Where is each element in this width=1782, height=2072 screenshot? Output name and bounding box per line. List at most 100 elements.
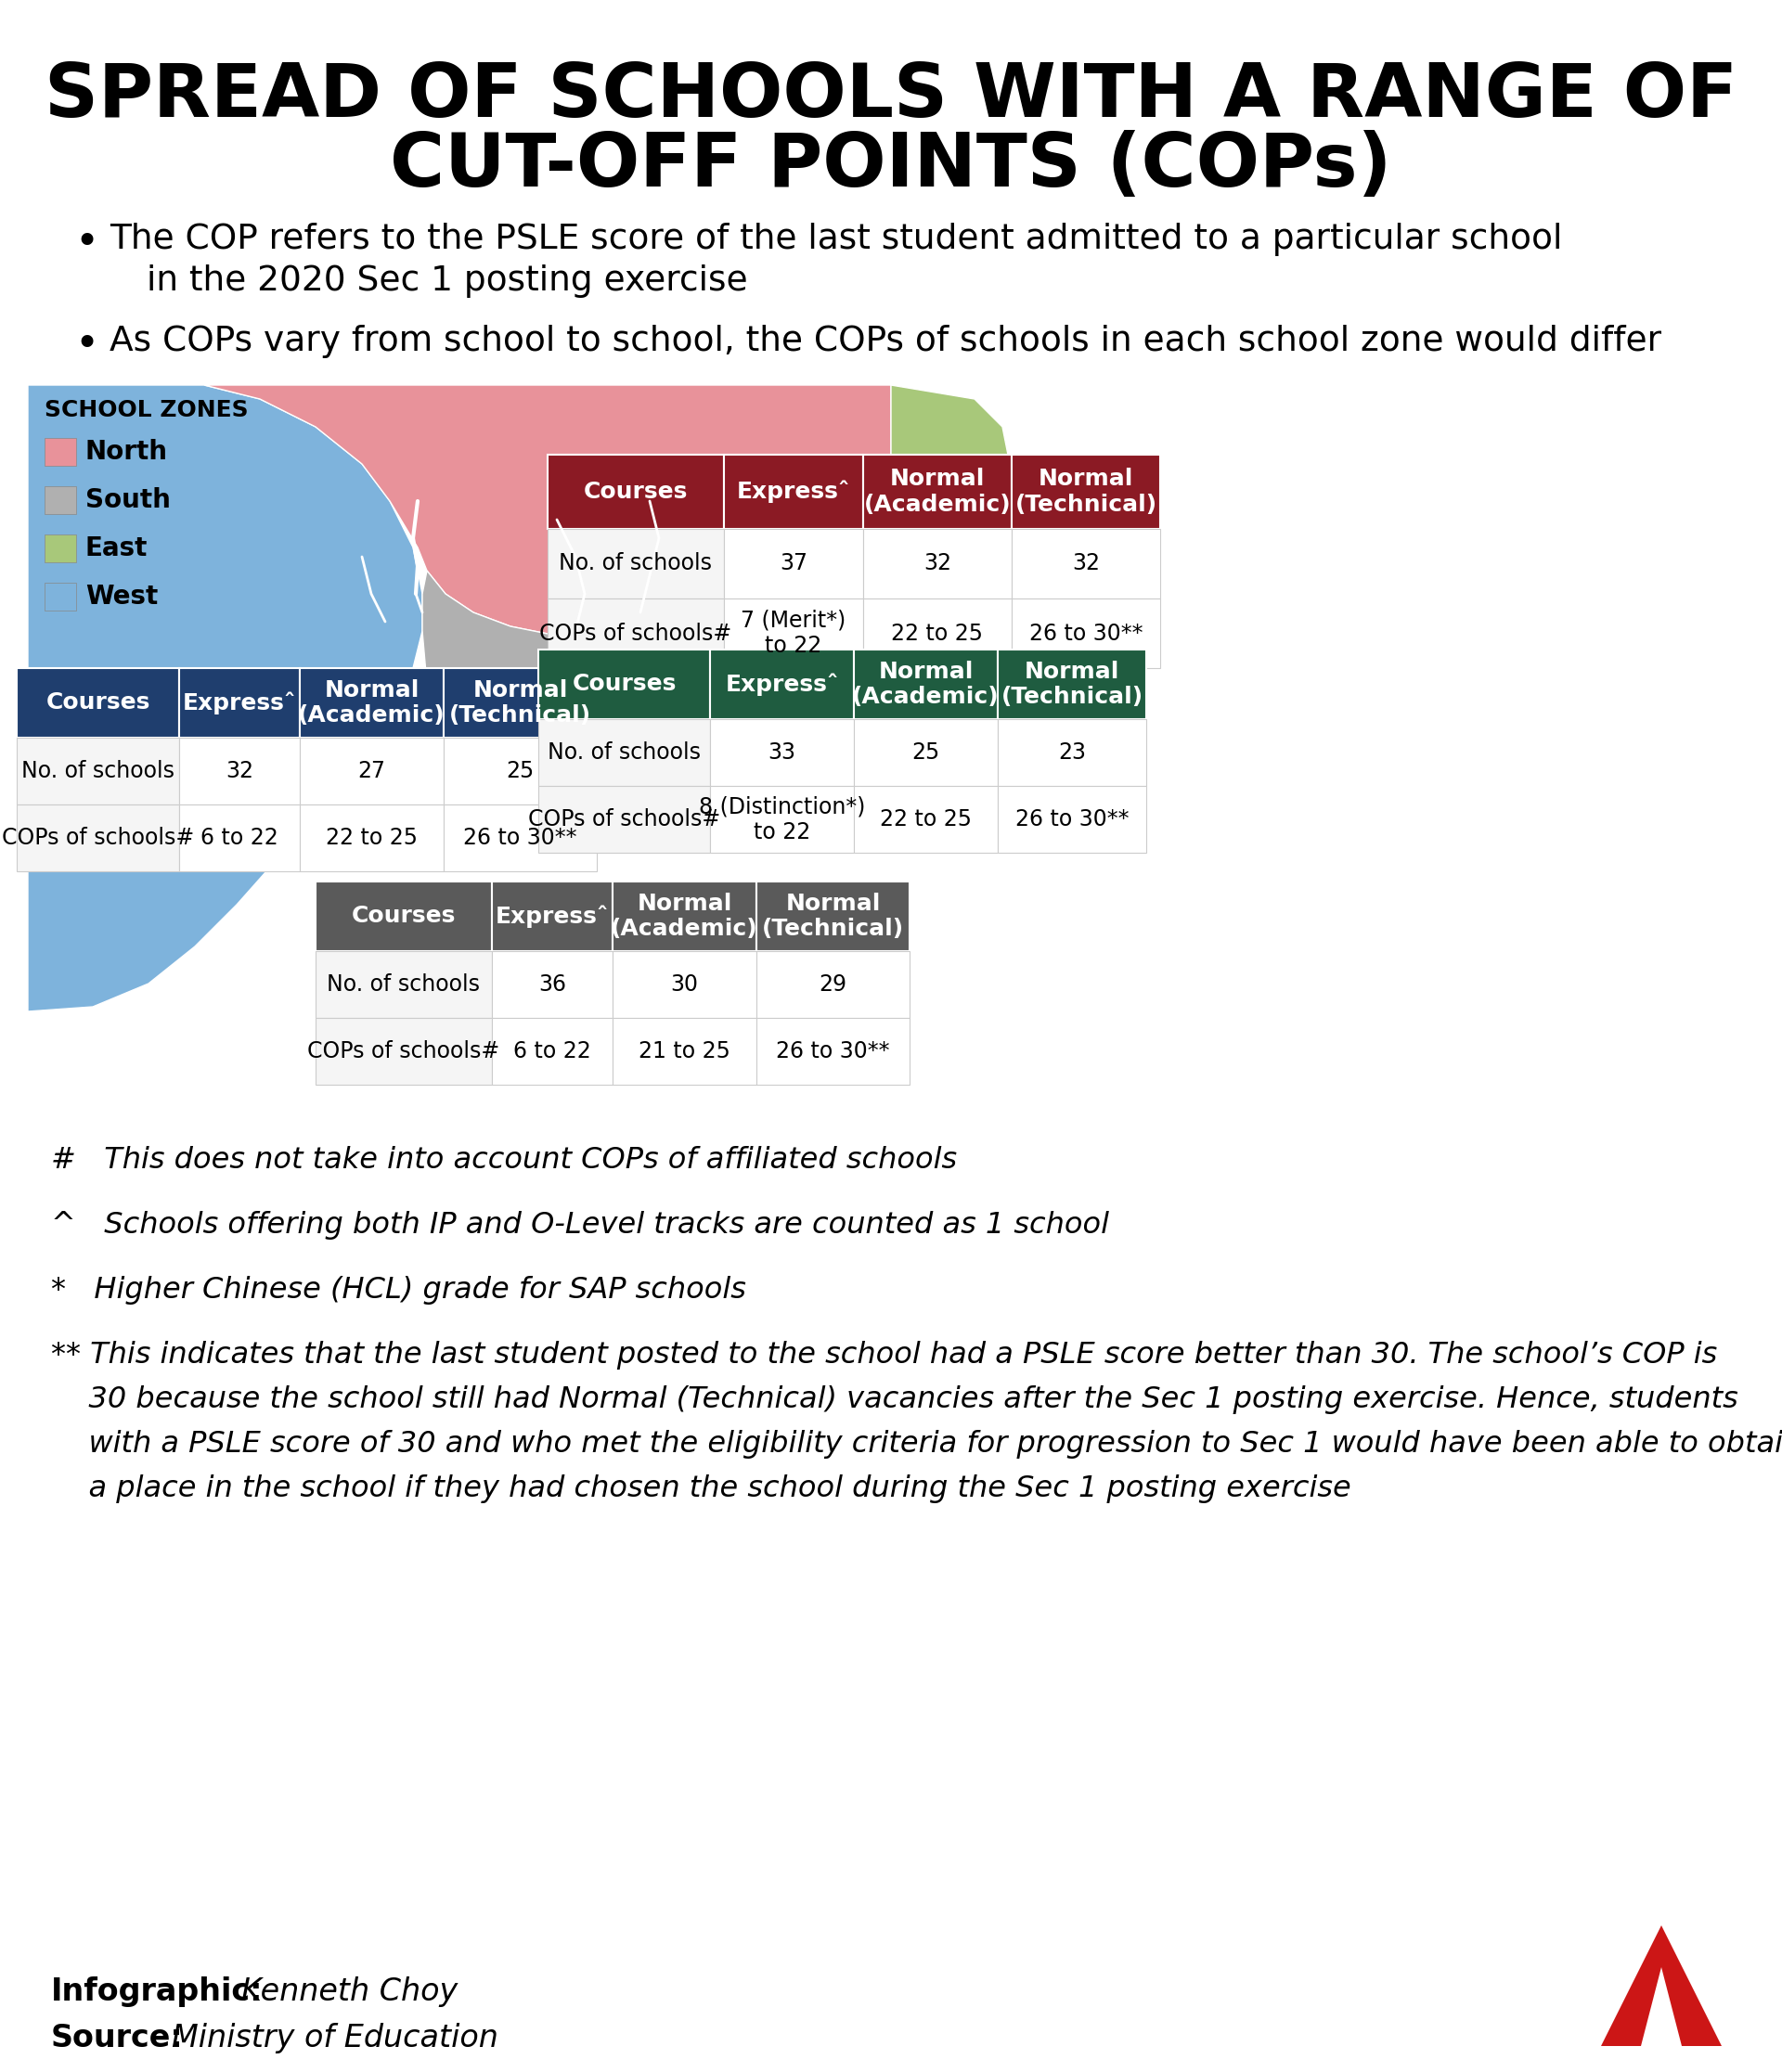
FancyBboxPatch shape bbox=[16, 804, 180, 872]
Text: #   This does not take into account COPs of affiliated schools: # This does not take into account COPs o… bbox=[52, 1146, 957, 1175]
Polygon shape bbox=[29, 385, 422, 1011]
Text: Expressˆ: Expressˆ bbox=[495, 905, 609, 928]
Text: Kenneth Choy: Kenneth Choy bbox=[241, 1977, 458, 2008]
Text: COPs of schools#: COPs of schools# bbox=[527, 808, 720, 831]
Text: ** This indicates that the last student posted to the school had a PSLE score be: ** This indicates that the last student … bbox=[52, 1341, 1718, 1370]
FancyBboxPatch shape bbox=[315, 881, 492, 951]
Text: Normal
(Technical): Normal (Technical) bbox=[1001, 661, 1142, 709]
Text: SPREAD OF SCHOOLS WITH A RANGE OF: SPREAD OF SCHOOLS WITH A RANGE OF bbox=[45, 60, 1737, 133]
Text: •: • bbox=[75, 325, 98, 365]
Text: 30 because the school still had Normal (Technical) vacancies after the Sec 1 pos: 30 because the school still had Normal (… bbox=[52, 1386, 1737, 1413]
Text: in the 2020 Sec 1 posting exercise: in the 2020 Sec 1 posting exercise bbox=[146, 265, 748, 298]
Text: No. of schools: No. of schools bbox=[21, 760, 175, 783]
Text: South: South bbox=[86, 487, 171, 514]
Text: 27: 27 bbox=[358, 760, 385, 783]
FancyBboxPatch shape bbox=[709, 785, 854, 854]
FancyBboxPatch shape bbox=[538, 719, 709, 785]
FancyBboxPatch shape bbox=[613, 881, 756, 951]
Text: 30: 30 bbox=[670, 974, 699, 997]
FancyBboxPatch shape bbox=[180, 667, 299, 738]
Polygon shape bbox=[1641, 1966, 1682, 2045]
Text: 22 to 25: 22 to 25 bbox=[880, 808, 971, 831]
FancyBboxPatch shape bbox=[538, 785, 709, 854]
Text: ^   Schools offering both IP and O-Level tracks are counted as 1 school: ^ Schools offering both IP and O-Level t… bbox=[52, 1210, 1108, 1239]
Text: COPs of schools#: COPs of schools# bbox=[2, 827, 194, 850]
FancyBboxPatch shape bbox=[998, 719, 1146, 785]
Text: Source:: Source: bbox=[52, 2022, 184, 2053]
Text: Normal
(Academic): Normal (Academic) bbox=[864, 468, 1010, 516]
Text: 26 to 30**: 26 to 30** bbox=[1016, 808, 1128, 831]
Text: 26 to 30**: 26 to 30** bbox=[777, 1040, 889, 1063]
Text: a place in the school if they had chosen the school during the Sec 1 posting exe: a place in the school if they had chosen… bbox=[52, 1475, 1351, 1502]
Text: 33: 33 bbox=[768, 742, 797, 765]
FancyBboxPatch shape bbox=[492, 951, 613, 1017]
Text: 22 to 25: 22 to 25 bbox=[326, 827, 417, 850]
Text: 25: 25 bbox=[506, 760, 535, 783]
FancyBboxPatch shape bbox=[444, 738, 597, 804]
Text: East: East bbox=[86, 535, 148, 562]
FancyBboxPatch shape bbox=[299, 804, 444, 872]
FancyBboxPatch shape bbox=[45, 437, 77, 466]
FancyBboxPatch shape bbox=[315, 1017, 492, 1086]
Text: 29: 29 bbox=[820, 974, 846, 997]
FancyBboxPatch shape bbox=[547, 599, 723, 667]
Text: 8 (Distinction*)
to 22: 8 (Distinction*) to 22 bbox=[699, 796, 866, 843]
FancyBboxPatch shape bbox=[862, 454, 1012, 528]
FancyBboxPatch shape bbox=[299, 738, 444, 804]
FancyBboxPatch shape bbox=[315, 951, 492, 1017]
FancyBboxPatch shape bbox=[492, 1017, 613, 1086]
Text: 32: 32 bbox=[226, 760, 253, 783]
Text: Expressˆ: Expressˆ bbox=[184, 692, 296, 715]
Text: Normal
(Technical): Normal (Technical) bbox=[449, 680, 592, 727]
Polygon shape bbox=[205, 385, 891, 640]
Text: Normal
(Academic): Normal (Academic) bbox=[611, 893, 757, 941]
Text: CUT-OFF POINTS (COPs): CUT-OFF POINTS (COPs) bbox=[390, 131, 1392, 203]
Text: 26 to 30**: 26 to 30** bbox=[463, 827, 577, 850]
FancyBboxPatch shape bbox=[854, 785, 998, 854]
FancyBboxPatch shape bbox=[613, 1017, 756, 1086]
FancyBboxPatch shape bbox=[547, 528, 723, 599]
FancyBboxPatch shape bbox=[756, 1017, 909, 1086]
Text: Courses: Courses bbox=[351, 905, 456, 928]
FancyBboxPatch shape bbox=[45, 535, 77, 562]
Text: with a PSLE score of 30 and who met the eligibility criteria for progression to : with a PSLE score of 30 and who met the … bbox=[52, 1430, 1782, 1459]
Text: No. of schools: No. of schools bbox=[560, 553, 713, 574]
FancyBboxPatch shape bbox=[45, 582, 77, 611]
Text: Normal
(Academic): Normal (Academic) bbox=[298, 680, 446, 727]
Text: 37: 37 bbox=[781, 553, 807, 574]
Text: 36: 36 bbox=[538, 974, 567, 997]
Text: 25: 25 bbox=[912, 742, 939, 765]
FancyBboxPatch shape bbox=[723, 528, 862, 599]
FancyBboxPatch shape bbox=[1012, 454, 1160, 528]
FancyBboxPatch shape bbox=[998, 785, 1146, 854]
FancyBboxPatch shape bbox=[1012, 599, 1160, 667]
Text: •: • bbox=[75, 222, 98, 263]
Text: 23: 23 bbox=[1059, 742, 1085, 765]
FancyBboxPatch shape bbox=[723, 599, 862, 667]
FancyBboxPatch shape bbox=[538, 649, 709, 719]
FancyBboxPatch shape bbox=[444, 667, 597, 738]
Text: Courses: Courses bbox=[46, 692, 150, 715]
Text: No. of schools: No. of schools bbox=[328, 974, 481, 997]
Text: Ministry of Education: Ministry of Education bbox=[171, 2022, 499, 2053]
Text: 21 to 25: 21 to 25 bbox=[638, 1040, 731, 1063]
Text: No. of schools: No. of schools bbox=[547, 742, 700, 765]
FancyBboxPatch shape bbox=[998, 649, 1146, 719]
FancyBboxPatch shape bbox=[709, 649, 854, 719]
FancyBboxPatch shape bbox=[723, 454, 862, 528]
FancyBboxPatch shape bbox=[854, 649, 998, 719]
Text: SCHOOL ZONES: SCHOOL ZONES bbox=[45, 400, 248, 421]
Polygon shape bbox=[1600, 1925, 1721, 2045]
FancyBboxPatch shape bbox=[854, 719, 998, 785]
Text: COPs of schools#: COPs of schools# bbox=[308, 1040, 501, 1063]
Text: Courses: Courses bbox=[584, 481, 688, 503]
FancyBboxPatch shape bbox=[862, 528, 1012, 599]
FancyBboxPatch shape bbox=[756, 951, 909, 1017]
Text: Normal
(Technical): Normal (Technical) bbox=[763, 893, 903, 941]
FancyBboxPatch shape bbox=[45, 487, 77, 514]
Text: 22 to 25: 22 to 25 bbox=[891, 622, 984, 644]
FancyBboxPatch shape bbox=[180, 738, 299, 804]
FancyBboxPatch shape bbox=[709, 719, 854, 785]
FancyBboxPatch shape bbox=[862, 599, 1012, 667]
Text: The COP refers to the PSLE score of the last student admitted to a particular sc: The COP refers to the PSLE score of the … bbox=[109, 222, 1563, 257]
